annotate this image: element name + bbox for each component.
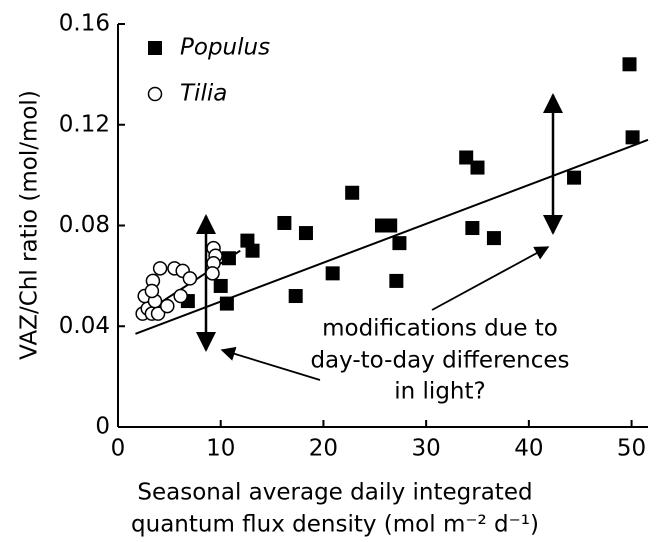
annotation: day-to-day differences: [310, 348, 569, 374]
point: [160, 298, 175, 314]
point: [625, 130, 640, 145]
point: [288, 289, 303, 304]
y-tick-label: 0.08: [59, 212, 110, 238]
legend-marker: [148, 41, 162, 55]
y-tick-label: 0.12: [59, 111, 110, 137]
point: [383, 218, 398, 233]
point: [389, 273, 404, 288]
point: [325, 266, 340, 281]
legend-marker: [147, 86, 163, 102]
y-axis-label: VAZ/Chl ratio (mol/mol): [17, 90, 43, 360]
point: [465, 221, 480, 236]
x-tick-label: 50: [617, 436, 646, 462]
x-axis-label: quantum flux density (mol m⁻² d⁻¹): [131, 512, 539, 538]
point: [245, 243, 260, 258]
y-tick-label: 0: [95, 414, 110, 440]
point: [205, 266, 220, 281]
point: [392, 236, 407, 251]
x-tick-label: 40: [514, 436, 543, 462]
legend-label: Populus: [180, 35, 270, 61]
arrow: [431, 246, 550, 311]
x-tick-label: 0: [111, 436, 126, 462]
point: [567, 170, 582, 185]
point: [219, 296, 234, 311]
annotation: modifications due to: [322, 316, 558, 342]
y-tick-label: 0.16: [59, 11, 110, 37]
point: [459, 150, 474, 165]
point: [221, 251, 236, 266]
x-tick-label: 20: [309, 436, 338, 462]
annotation-arrows: [196, 93, 563, 381]
point: [152, 261, 168, 276]
x-tick-label: 30: [411, 436, 440, 462]
point: [173, 288, 188, 304]
point: [345, 185, 360, 200]
arrow: [220, 346, 321, 381]
x-axis-label: Seasonal average daily integrated: [137, 480, 532, 506]
point: [470, 160, 485, 175]
point: [298, 226, 313, 241]
point: [486, 231, 501, 246]
y-tick-label: 0.04: [59, 313, 110, 339]
point: [182, 271, 198, 286]
point: [213, 278, 228, 293]
point: [622, 57, 637, 72]
x-tick-label: 10: [206, 436, 235, 462]
point: [277, 215, 292, 230]
legend-label: Tilia: [180, 81, 227, 107]
annotation: in light?: [394, 379, 485, 405]
fit-line: [135, 138, 649, 335]
point: [144, 283, 160, 299]
